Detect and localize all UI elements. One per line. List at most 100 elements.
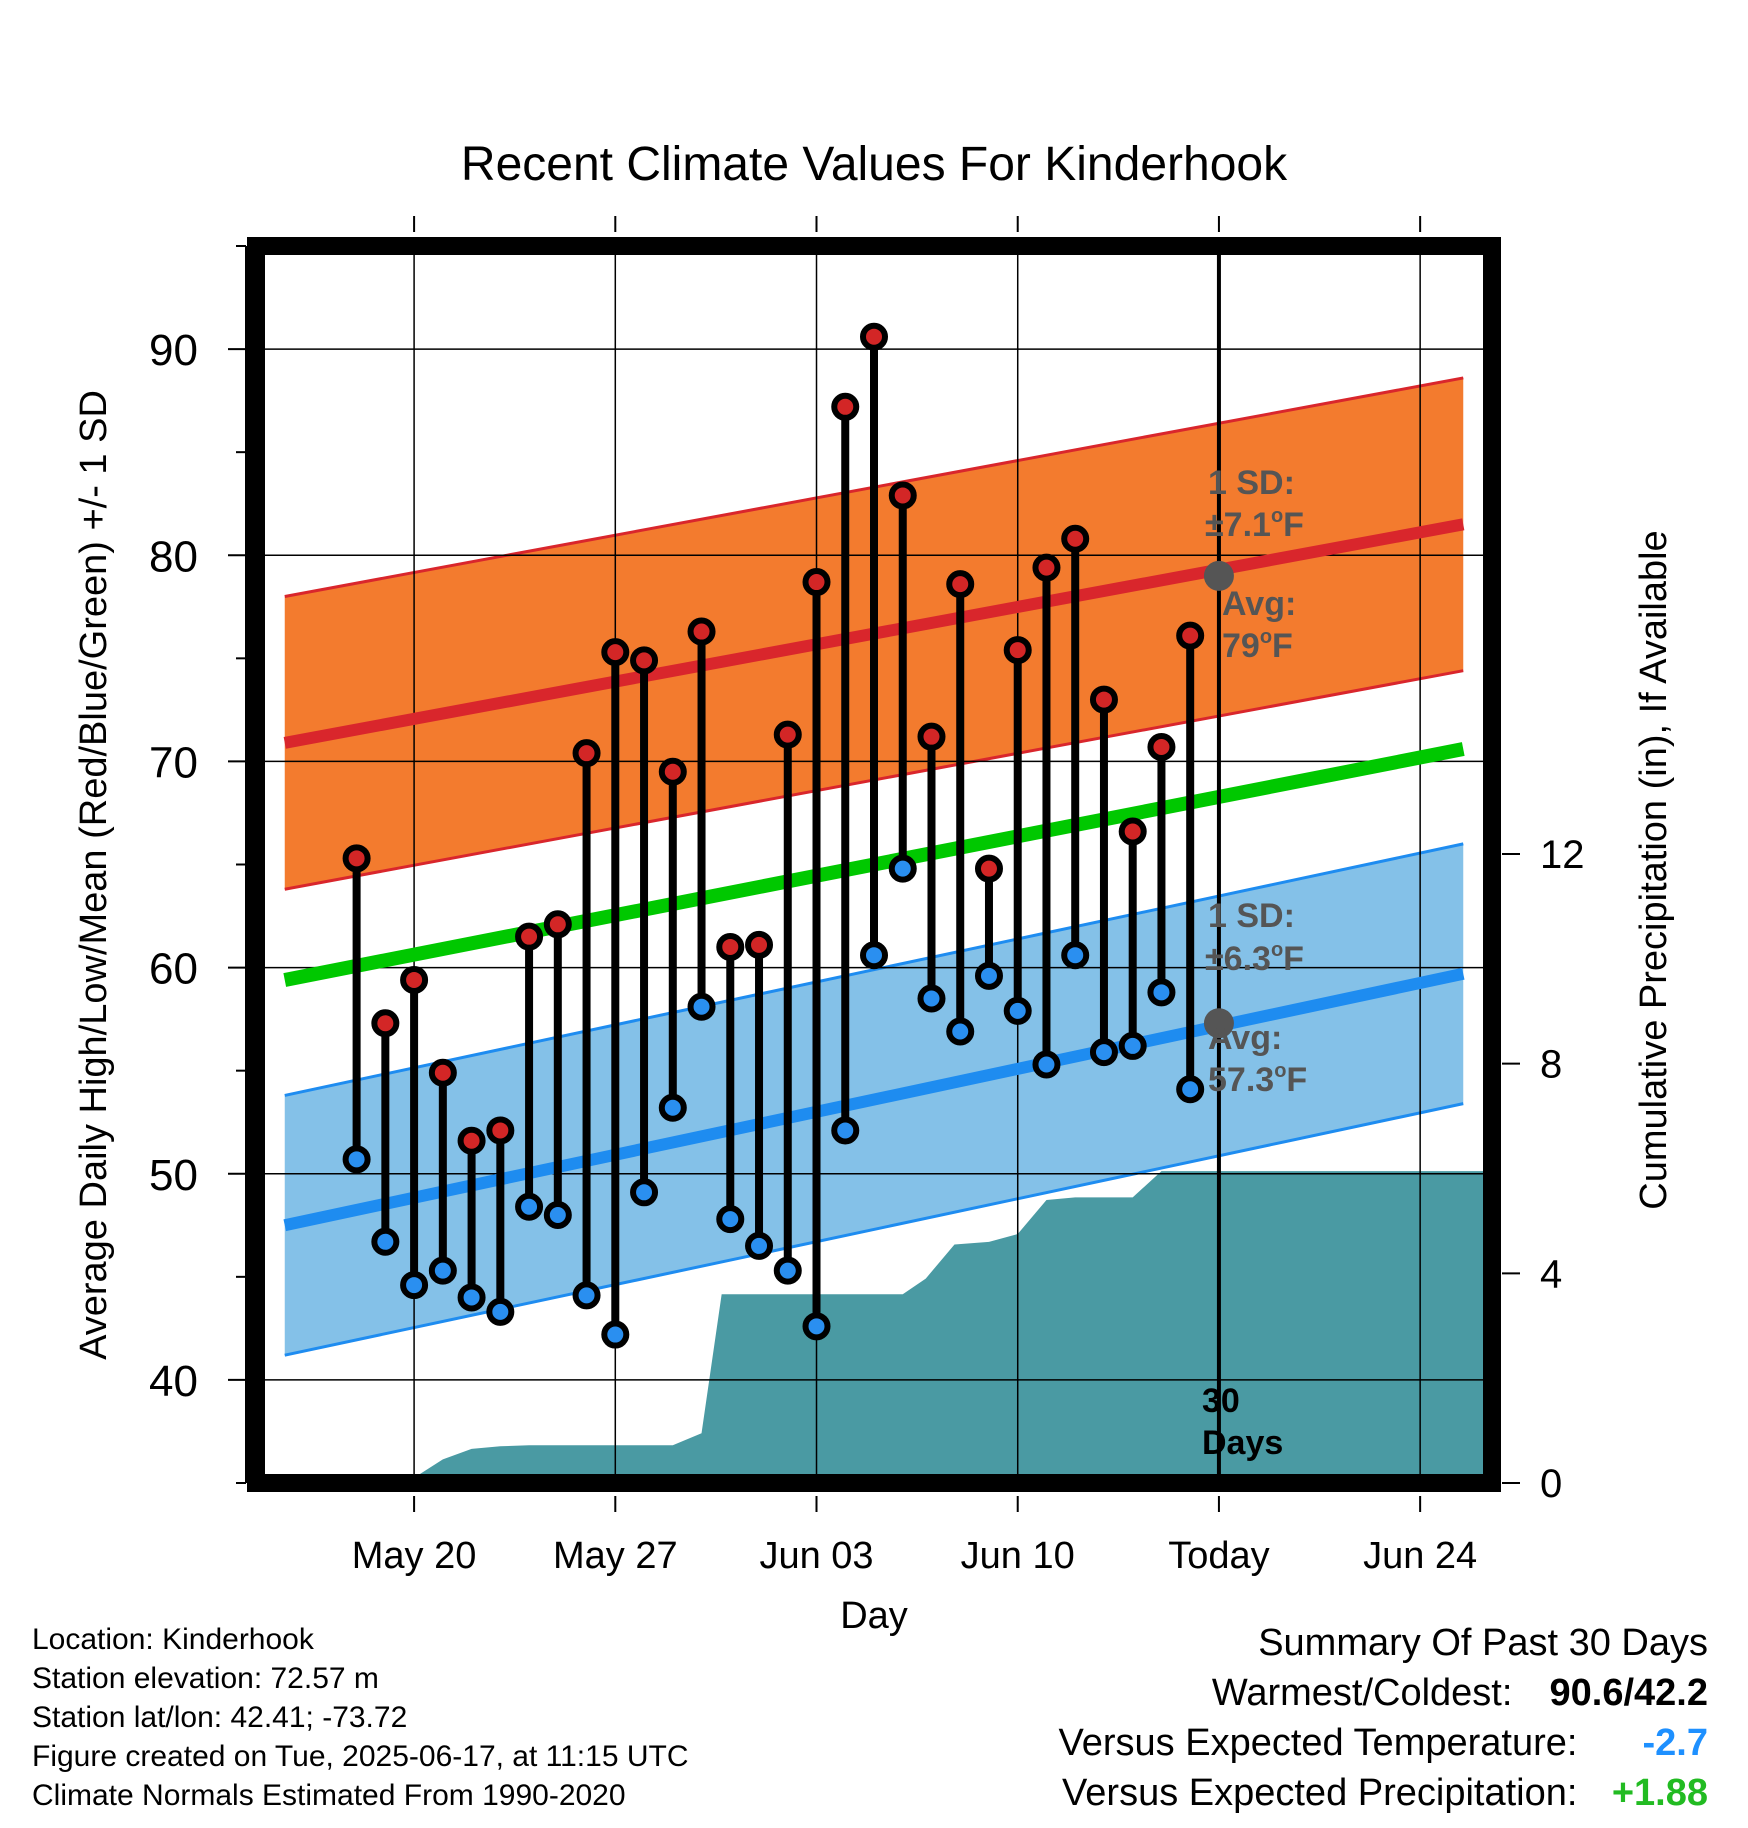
daily-low-marker	[745, 1231, 774, 1260]
daily-high-marker	[802, 568, 831, 597]
summary-temp: Versus Expected Temperature: -2.7	[1059, 1718, 1708, 1768]
daily-high-marker	[974, 854, 1003, 883]
high-sd-label: 1 SD:	[1208, 464, 1295, 502]
daily-low-marker	[687, 992, 716, 1021]
high-sd-value: ±7.1oF	[1205, 505, 1304, 544]
daily-high-marker	[400, 965, 429, 994]
daily-low-marker	[831, 1116, 860, 1145]
info-normals: Climate Normals Estimated From 1990-2020	[32, 1779, 626, 1812]
daily-high-marker	[1089, 685, 1118, 714]
x-tick-label: Jun 03	[759, 1535, 873, 1577]
daily-high-marker	[1176, 621, 1205, 650]
daily-low-marker	[486, 1297, 515, 1326]
y2-tick-label: 0	[1540, 1462, 1562, 1506]
temp-label: Versus Expected Temperature:	[1058, 1722, 1578, 1764]
y-tick-label: 40	[149, 1357, 198, 1406]
summary-warm-cold: Warmest/Coldest: 90.6/42.2	[1059, 1668, 1708, 1718]
y2-tick-label: 8	[1540, 1043, 1562, 1087]
summary-precip: Versus Expected Precipitation: +1.88	[1059, 1768, 1708, 1818]
daily-low-marker	[572, 1281, 601, 1310]
x-axis-label: Day	[840, 1595, 908, 1637]
x-tick-label: May 20	[352, 1535, 477, 1577]
low-sd-band-lower-edge	[284, 1102, 1464, 1357]
y-tick-label: 80	[149, 532, 198, 581]
daily-high-marker	[543, 910, 572, 939]
daily-high-marker	[1003, 636, 1032, 665]
y2-tick-label: 12	[1540, 833, 1585, 877]
low-sd-value: ±6.3oF	[1205, 939, 1304, 978]
daily-high-marker	[917, 722, 946, 751]
warm-cold-label: Warmest/Coldest:	[1211, 1672, 1513, 1714]
summary-panel: Summary Of Past 30 Days Warmest/Coldest:…	[1059, 1618, 1708, 1818]
daily-high-marker	[1061, 524, 1090, 553]
daily-high-marker	[486, 1116, 515, 1145]
daily-low-marker	[515, 1192, 544, 1221]
daily-low-marker	[543, 1200, 572, 1229]
daily-high-marker	[601, 638, 630, 667]
y-tick-label: 60	[149, 945, 198, 994]
daily-high-marker	[716, 932, 745, 961]
daily-high-marker	[1032, 553, 1061, 582]
info-latlon: Station lat/lon: 42.41; -73.72	[32, 1701, 408, 1734]
daily-low-marker	[802, 1312, 831, 1341]
daily-low-marker	[860, 941, 888, 970]
temp-value: -2.7	[1642, 1722, 1708, 1764]
y-tick-label: 90	[149, 326, 198, 375]
daily-high-marker	[773, 720, 802, 749]
daily-low-marker	[630, 1178, 659, 1207]
today-low-normal-marker	[1203, 1008, 1234, 1039]
high-avg-value: 79oF	[1222, 626, 1293, 665]
daily-low-marker	[716, 1205, 745, 1234]
precip-area	[370, 1171, 1492, 1483]
daily-low-marker	[601, 1320, 630, 1349]
station-info: Location: Kinderhook Station elevation: …	[32, 1620, 689, 1815]
info-created: Figure created on Tue, 2025-06-17, at 11…	[32, 1740, 689, 1773]
daily-low-marker	[658, 1093, 687, 1122]
daily-low-marker	[1147, 978, 1176, 1007]
low-sd-label: 1 SD:	[1208, 897, 1295, 935]
precip-label: Versus Expected Precipitation:	[1062, 1772, 1578, 1814]
y2-axis-label: Cumulative Precipitation (in), If Availa…	[1633, 530, 1675, 1209]
daily-low-marker	[457, 1283, 486, 1312]
chart-title: Recent Climate Values For Kinderhook	[461, 138, 1288, 191]
daily-high-marker	[572, 739, 601, 768]
daily-high-marker	[658, 757, 687, 786]
high-avg-label: Avg:	[1222, 585, 1296, 623]
days-word-label: Days	[1202, 1424, 1283, 1462]
daily-low-marker	[428, 1256, 457, 1285]
x-tick-label: Today	[1168, 1535, 1269, 1577]
daily-low-marker	[1061, 941, 1090, 970]
daily-low-marker	[400, 1271, 429, 1300]
daily-low-marker	[1089, 1038, 1118, 1067]
daily-low-marker	[1003, 996, 1032, 1025]
daily-low-marker	[371, 1227, 400, 1256]
daily-low-marker	[917, 984, 946, 1013]
daily-high-marker	[687, 617, 716, 646]
daily-low-marker	[342, 1145, 371, 1174]
daily-high-marker	[428, 1058, 457, 1087]
x-tick-label: May 27	[553, 1535, 678, 1577]
days-count-label: 30	[1202, 1382, 1240, 1420]
daily-high-marker	[515, 922, 544, 951]
daily-low-marker	[946, 1017, 975, 1046]
daily-high-marker	[630, 646, 659, 675]
y-tick-label: 50	[149, 1151, 198, 1200]
daily-low-marker	[974, 961, 1003, 990]
info-location: Location: Kinderhook	[32, 1623, 314, 1656]
low-avg-label: Avg:	[1208, 1019, 1282, 1057]
y-axis-label: Average Daily High/Low/Mean (Red/Blue/Gr…	[73, 390, 115, 1360]
daily-low-marker	[888, 854, 917, 883]
daily-high-marker	[342, 844, 371, 873]
x-tick-label: Jun 10	[961, 1535, 1075, 1577]
daily-high-marker	[1147, 732, 1176, 761]
daily-high-marker	[457, 1126, 486, 1155]
daily-high-marker	[831, 392, 860, 421]
daily-high-marker	[946, 570, 975, 599]
precip-value: +1.88	[1611, 1772, 1708, 1814]
info-elevation: Station elevation: 72.57 m	[32, 1662, 379, 1695]
daily-low-marker	[1176, 1075, 1205, 1104]
x-tick-label: Jun 24	[1363, 1535, 1477, 1577]
daily-high-marker	[371, 1009, 400, 1038]
daily-high-marker	[1118, 817, 1147, 846]
